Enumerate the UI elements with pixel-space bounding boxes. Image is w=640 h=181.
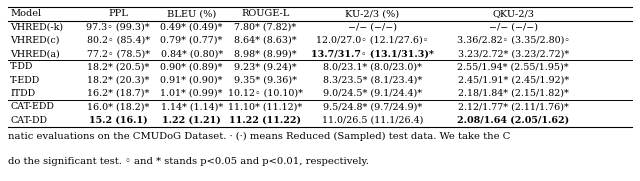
- Text: 11.22 (11.22): 11.22 (11.22): [229, 115, 301, 125]
- Text: 0.84* (0.80)*: 0.84* (0.80)*: [161, 49, 223, 58]
- Text: 11.10* (11.12)*: 11.10* (11.12)*: [228, 102, 303, 111]
- Text: 12.0/27.0◦ (12.1/27.6)◦: 12.0/27.0◦ (12.1/27.6)◦: [316, 36, 429, 45]
- Text: 8.0/23.1* (8.0/23.0)*: 8.0/23.1* (8.0/23.0)*: [323, 62, 422, 71]
- Text: do the significant test. ◦ and * stands p<0.05 and p<0.01, respectively.: do the significant test. ◦ and * stands …: [8, 157, 369, 167]
- Text: 0.91* (0.90)*: 0.91* (0.90)*: [161, 76, 223, 85]
- Text: 7.80* (7.82)*: 7.80* (7.82)*: [234, 23, 296, 32]
- Text: BLEU (%): BLEU (%): [167, 9, 216, 18]
- Text: PPL: PPL: [108, 9, 128, 18]
- Text: 97.3◦ (99.3)*: 97.3◦ (99.3)*: [86, 23, 150, 32]
- Text: 16.2* (18.7)*: 16.2* (18.7)*: [87, 89, 149, 98]
- Text: 8.64* (8.63)*: 8.64* (8.63)*: [234, 36, 296, 45]
- Text: 3.36/2.82◦ (3.35/2.80)◦: 3.36/2.82◦ (3.35/2.80)◦: [457, 36, 570, 45]
- Text: 11.0/26.5 (11.1/26.4): 11.0/26.5 (11.1/26.4): [322, 115, 423, 125]
- Text: −/− (−/−): −/− (−/−): [489, 23, 538, 32]
- Text: VHRED(-k): VHRED(-k): [10, 23, 63, 32]
- Text: 0.49* (0.49)*: 0.49* (0.49)*: [161, 23, 223, 32]
- Text: ROUGE-L: ROUGE-L: [241, 9, 289, 18]
- Text: 9.0/24.5* (9.1/24.4)*: 9.0/24.5* (9.1/24.4)*: [323, 89, 422, 98]
- Text: 1.01* (0.99)*: 1.01* (0.99)*: [161, 89, 223, 98]
- Text: VHRED(a): VHRED(a): [10, 49, 60, 58]
- Text: T-DD: T-DD: [10, 62, 34, 71]
- Text: 0.79* (0.77)*: 0.79* (0.77)*: [161, 36, 223, 45]
- Text: 16.0* (18.2)*: 16.0* (18.2)*: [87, 102, 149, 111]
- Text: 2.55/1.94* (2.55/1.95)*: 2.55/1.94* (2.55/1.95)*: [458, 62, 569, 71]
- Text: T-EDD: T-EDD: [10, 76, 40, 85]
- Text: 9.23* (9.24)*: 9.23* (9.24)*: [234, 62, 296, 71]
- Text: 8.98* (8.99)*: 8.98* (8.99)*: [234, 49, 296, 58]
- Text: 9.5/24.8* (9.7/24.9)*: 9.5/24.8* (9.7/24.9)*: [323, 102, 422, 111]
- Text: QKU-2/3: QKU-2/3: [492, 9, 534, 18]
- Text: 9.35* (9.36)*: 9.35* (9.36)*: [234, 76, 297, 85]
- Text: 10.12◦ (10.10)*: 10.12◦ (10.10)*: [228, 89, 303, 98]
- Text: 18.2* (20.3)*: 18.2* (20.3)*: [87, 76, 149, 85]
- Text: CAT-EDD: CAT-EDD: [10, 102, 54, 111]
- Text: ITDD: ITDD: [10, 89, 35, 98]
- Text: 2.08/1.64 (2.05/1.62): 2.08/1.64 (2.05/1.62): [457, 115, 570, 125]
- Text: 13.7/31.7◦ (13.1/31.3)*: 13.7/31.7◦ (13.1/31.3)*: [311, 49, 434, 58]
- Text: 2.18/1.84* (2.15/1.82)*: 2.18/1.84* (2.15/1.82)*: [458, 89, 569, 98]
- Text: KU-2/3 (%): KU-2/3 (%): [346, 9, 399, 18]
- Text: 77.2◦ (78.5)*: 77.2◦ (78.5)*: [86, 49, 150, 58]
- Text: 15.2 (16.1): 15.2 (16.1): [89, 115, 147, 125]
- Text: 0.90* (0.89)*: 0.90* (0.89)*: [161, 62, 223, 71]
- Text: 1.22 (1.21): 1.22 (1.21): [163, 115, 221, 125]
- Text: 8.3/23.5* (8.1/23.4)*: 8.3/23.5* (8.1/23.4)*: [323, 76, 422, 85]
- Text: −/− (−/−): −/− (−/−): [348, 23, 397, 32]
- Text: 80.2◦ (85.4)*: 80.2◦ (85.4)*: [86, 36, 150, 45]
- Text: 2.12/1.77* (2.11/1.76)*: 2.12/1.77* (2.11/1.76)*: [458, 102, 569, 111]
- Text: CAT-DD: CAT-DD: [10, 115, 47, 125]
- Text: 18.2* (20.5)*: 18.2* (20.5)*: [87, 62, 149, 71]
- Text: 1.14* (1.14)*: 1.14* (1.14)*: [161, 102, 223, 111]
- Text: VHRED(c): VHRED(c): [10, 36, 60, 45]
- Text: Model: Model: [10, 9, 42, 18]
- Text: natic evaluations on the CMUDoG Dataset. · (·) means Reduced (Sampled) test data: natic evaluations on the CMUDoG Dataset.…: [8, 132, 510, 141]
- Text: 2.45/1.91* (2.45/1.92)*: 2.45/1.91* (2.45/1.92)*: [458, 76, 569, 85]
- Text: 3.23/2.72* (3.23/2.72)*: 3.23/2.72* (3.23/2.72)*: [458, 49, 569, 58]
